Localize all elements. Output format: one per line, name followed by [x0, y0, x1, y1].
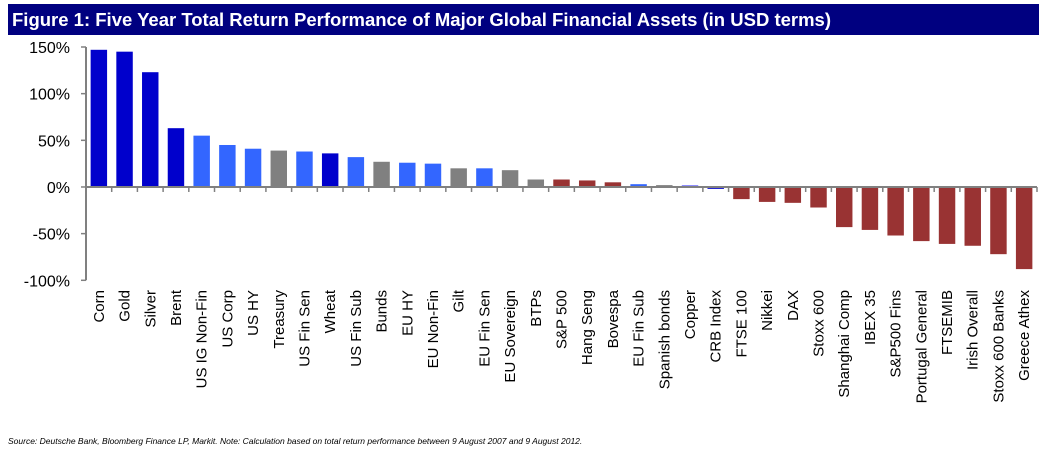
bar-us-hy: [244, 148, 262, 187]
x-category-label: S&P500 Fins: [888, 290, 905, 378]
bar-dax: [784, 186, 802, 203]
x-axis-labels: Corn Gold Silver Brent US IG Non-Fin US Corp U…: [91, 289, 1033, 403]
bar-ibex-35: [861, 186, 879, 230]
x-category-label: US Fin Sub: [348, 290, 365, 367]
bar-shanghai-comp: [836, 186, 853, 228]
bar-s-p-500: [553, 179, 570, 187]
bar-us-ig-non-fin: [193, 135, 210, 187]
bar-greece-athex: [1015, 186, 1033, 270]
x-category-label: Stoxx 600: [811, 290, 828, 357]
bar-gilt: [450, 168, 467, 187]
y-tick-label: -50%: [33, 227, 70, 244]
bar-eu-hy: [399, 162, 416, 187]
bar-ftse-100: [733, 186, 750, 200]
bar-hang-seng: [578, 180, 596, 187]
x-category-label: BTPs: [528, 290, 545, 327]
x-category-label: Hang Seng: [579, 290, 596, 365]
x-category-label: Portugal General: [913, 290, 930, 403]
x-category-label: US HY: [245, 290, 262, 336]
bar-eu-sovereign: [501, 170, 519, 187]
bar-irish-overall: [964, 186, 981, 246]
bar-corn: [90, 49, 108, 187]
bar-gold: [116, 51, 133, 187]
x-category-label: S&P 500: [554, 290, 571, 349]
bar-ftsemib: [938, 186, 956, 244]
x-category-label: IBEX 35: [862, 290, 879, 345]
bar-treasury: [270, 150, 287, 187]
bar-btps: [527, 179, 545, 187]
bar-s-p500-fins: [887, 186, 904, 236]
x-category-label: Greece Athex: [1016, 290, 1033, 381]
bar-bunds: [373, 161, 390, 187]
x-category-label: US IG Non-Fin: [194, 290, 211, 388]
bar-portugal-general: [913, 186, 930, 242]
bar-silver: [142, 72, 159, 187]
bar-eu-fin-sen: [476, 168, 493, 187]
x-category-label: Wheat: [322, 289, 339, 333]
x-category-label: Spanish bonds: [656, 290, 673, 389]
x-category-label: Bovespa: [605, 289, 622, 348]
y-tick-label: 150%: [29, 40, 70, 57]
bar-bovespa: [604, 182, 622, 187]
y-tick-label: 0%: [47, 180, 70, 197]
x-category-label: Bunds: [374, 290, 391, 333]
x-category-label: EU HY: [399, 290, 416, 336]
bar-us-fin-sen: [296, 151, 313, 187]
x-category-label: US Corp: [219, 290, 236, 348]
x-category-label: CRB Index: [708, 290, 725, 363]
x-category-label: EU Fin Sub: [631, 290, 648, 367]
bar-wheat: [321, 153, 339, 187]
x-category-label: EU Sovereign: [502, 290, 519, 383]
x-category-label: EU Non-Fin: [425, 290, 442, 368]
x-category-label: EU Fin Sen: [476, 290, 493, 367]
y-tick-label: 100%: [29, 87, 70, 104]
x-category-label: Brent: [168, 289, 185, 326]
source-note: Source: Deutsche Bank, Bloomberg Finance…: [8, 436, 583, 446]
bar-eu-fin-sub: [630, 184, 647, 187]
x-category-label: Nikkei: [759, 290, 776, 331]
x-category-label: Silver: [142, 290, 159, 328]
y-axis: 150% 100% 50% 0% -50% -100%: [24, 40, 87, 290]
bar-stoxx-600: [810, 186, 827, 208]
bar-us-fin-sub: [347, 157, 365, 187]
x-axis: [86, 185, 1038, 192]
y-tick-label: -100%: [24, 273, 70, 290]
x-category-label: Copper: [682, 290, 699, 339]
bar-nikkei: [758, 186, 776, 202]
x-category-label: Corn: [91, 290, 108, 323]
bar-us-corp: [219, 144, 236, 187]
bars-group: [90, 49, 1033, 270]
x-category-label: DAX: [785, 290, 802, 321]
x-category-label: FTSE 100: [733, 290, 750, 358]
x-category-label: Gold: [117, 290, 134, 322]
x-category-label: Shanghai Comp: [836, 290, 853, 398]
y-tick-label: 50%: [38, 133, 70, 150]
x-category-label: FTSEMIB: [939, 290, 956, 355]
x-category-label: Stoxx 600 Banks: [990, 290, 1007, 403]
bar-eu-non-fin: [424, 163, 442, 187]
x-category-label: Irish Overall: [965, 290, 982, 370]
bar-stoxx-600-banks: [990, 186, 1007, 255]
x-category-label: Gilt: [451, 289, 468, 312]
x-category-label: US Fin Sen: [296, 290, 313, 367]
x-category-label: Treasury: [271, 290, 288, 349]
bar-brent: [167, 128, 185, 187]
figure-title: Figure 1: Five Year Total Return Perform…: [8, 4, 1039, 35]
